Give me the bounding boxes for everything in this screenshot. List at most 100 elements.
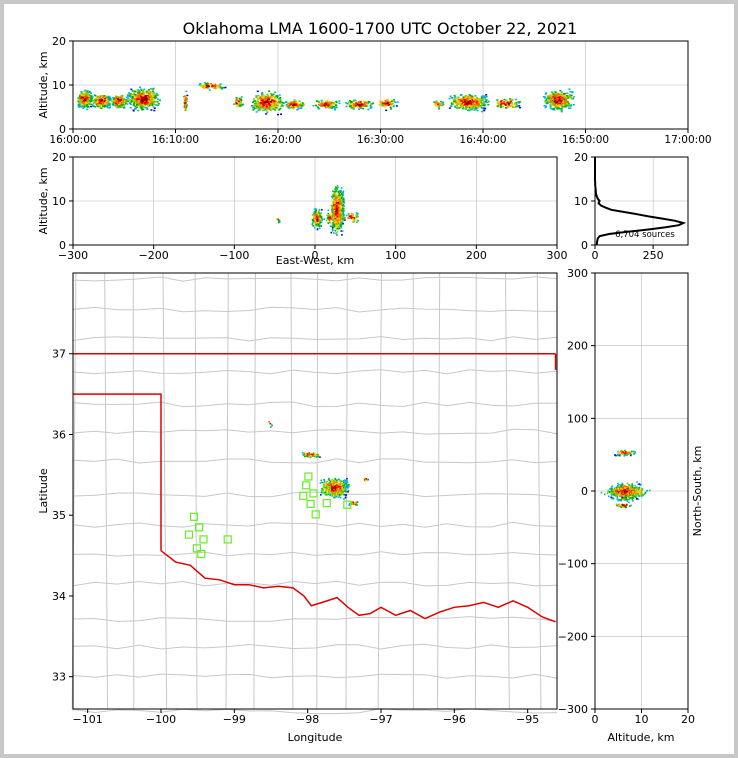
map-source bbox=[328, 488, 331, 491]
ew-altitude-source bbox=[314, 223, 317, 225]
time-altitude-source bbox=[80, 106, 83, 108]
time-altitude-source bbox=[108, 97, 111, 100]
time-altitude-source bbox=[471, 99, 474, 101]
time-altitude-source bbox=[204, 85, 207, 87]
map-source bbox=[335, 488, 337, 491]
time-altitude-source bbox=[328, 102, 331, 105]
time-altitude-source bbox=[105, 105, 108, 107]
map-source bbox=[346, 481, 349, 484]
time-altitude-source bbox=[514, 105, 517, 108]
time-altitude-source bbox=[91, 97, 93, 100]
time-altitude-source bbox=[127, 96, 129, 98]
ew-altitude-source bbox=[335, 221, 338, 223]
time-altitude-source bbox=[138, 105, 141, 107]
time-altitude-source bbox=[99, 98, 101, 101]
time-altitude-source bbox=[82, 98, 84, 101]
time-altitude-source bbox=[145, 106, 148, 109]
time-altitude-source bbox=[360, 107, 363, 109]
ns-altitude-source bbox=[626, 490, 628, 493]
time-altitude-source bbox=[565, 102, 568, 104]
time-altitude-source bbox=[144, 100, 147, 103]
ew-altitude-source bbox=[334, 229, 337, 232]
ns-altitude-source bbox=[641, 489, 643, 492]
time-altitude-source bbox=[297, 104, 300, 106]
time-altitude-source bbox=[214, 87, 217, 90]
time-altitude-source bbox=[554, 97, 557, 99]
map-source bbox=[324, 484, 326, 487]
ew-tick-label: 300 bbox=[547, 249, 568, 262]
time-altitude-source bbox=[568, 95, 571, 98]
map-source bbox=[346, 484, 348, 486]
ns-altitude-source bbox=[630, 486, 632, 488]
ns-altitude-source bbox=[624, 496, 627, 498]
ns-altitude-source bbox=[603, 493, 606, 496]
time-altitude-source bbox=[546, 97, 549, 100]
ew-altitude-source bbox=[319, 216, 322, 218]
ew-altitude-source bbox=[342, 219, 345, 221]
map-source bbox=[327, 487, 330, 490]
time-altitude-source bbox=[140, 105, 143, 108]
ew-altitude-source bbox=[317, 223, 319, 226]
time-altitude-source bbox=[139, 93, 142, 95]
time-altitude-source bbox=[456, 100, 459, 102]
ew-altitude-source bbox=[339, 213, 342, 215]
ew-altitude-source bbox=[340, 230, 343, 232]
time-altitude-source bbox=[98, 102, 101, 104]
ns-altitude-source bbox=[610, 490, 613, 492]
time-altitude-source bbox=[91, 104, 94, 106]
ew-altitude-source bbox=[352, 219, 355, 221]
time-altitude-source bbox=[101, 96, 103, 98]
time-altitude-source bbox=[254, 100, 256, 102]
time-altitude-source bbox=[84, 97, 87, 99]
ew-altitude-source bbox=[340, 190, 343, 192]
time-altitude-source bbox=[145, 93, 148, 95]
ns-altitude-source bbox=[633, 453, 635, 455]
ns-altitude-source bbox=[636, 494, 638, 497]
time-altitude-source bbox=[455, 104, 458, 106]
ew-altitude-source bbox=[341, 192, 343, 195]
time-altitude-source bbox=[519, 101, 521, 103]
ew-altitude-source bbox=[313, 212, 316, 214]
time-altitude-source bbox=[472, 105, 474, 107]
map-source bbox=[329, 485, 332, 487]
ew-altitude-source bbox=[342, 222, 344, 225]
time-altitude-source bbox=[510, 105, 513, 107]
map-source bbox=[365, 479, 368, 482]
ew-altitude-source bbox=[340, 225, 342, 227]
time-altitude-source bbox=[280, 101, 283, 104]
ew-altitude-source bbox=[335, 196, 337, 199]
time-altitude-source bbox=[265, 97, 268, 100]
time-altitude-source bbox=[486, 101, 489, 104]
ew-altitude-source bbox=[334, 219, 336, 221]
time-altitude-source bbox=[462, 102, 464, 104]
time-altitude-source bbox=[280, 113, 282, 115]
map-source bbox=[345, 494, 347, 496]
time-altitude-source bbox=[461, 98, 464, 101]
map-source bbox=[339, 490, 342, 493]
time-altitude-source bbox=[327, 106, 330, 109]
time-altitude-source bbox=[505, 99, 508, 102]
map-source bbox=[339, 495, 341, 497]
time-altitude-source bbox=[135, 98, 138, 100]
map-source bbox=[311, 454, 314, 456]
hist-alt-tick-label: 20 bbox=[574, 151, 588, 164]
map-source bbox=[333, 486, 335, 488]
time-altitude-source bbox=[258, 95, 261, 98]
time-altitude-source bbox=[131, 90, 134, 92]
map-source bbox=[306, 453, 308, 455]
time-altitude-source bbox=[148, 89, 150, 91]
ew-altitude-source bbox=[320, 221, 323, 224]
ns-altitude-source bbox=[641, 495, 643, 497]
time-altitude-source bbox=[497, 102, 500, 104]
time-altitude-source bbox=[269, 109, 272, 112]
time-altitude-source bbox=[115, 97, 118, 99]
time-altitude-source bbox=[464, 100, 467, 103]
map-source bbox=[329, 494, 332, 497]
map-source bbox=[334, 478, 337, 481]
time-tick-label: 16:00:00 bbox=[49, 134, 96, 146]
time-altitude-source bbox=[133, 98, 136, 100]
ew-altitude-source bbox=[338, 225, 340, 228]
ew-tick-label: 0 bbox=[312, 249, 319, 262]
ns-altitude-source bbox=[640, 490, 642, 492]
ew-altitude-source bbox=[342, 197, 345, 199]
